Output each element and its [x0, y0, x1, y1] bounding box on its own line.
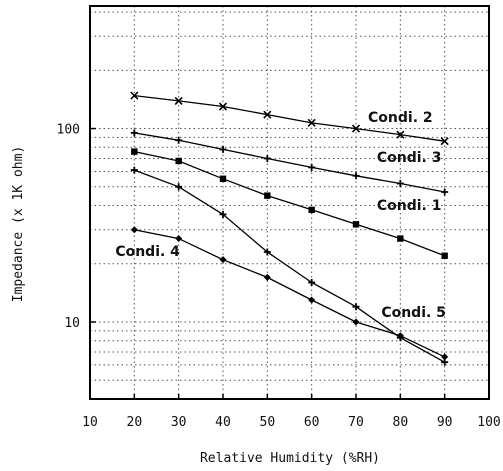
x-tick-label: 20	[127, 415, 143, 430]
data-point	[175, 157, 182, 165]
data-point	[131, 148, 138, 155]
series-line	[134, 150, 445, 257]
data-point	[441, 252, 448, 259]
x-tick-label: 60	[304, 415, 320, 430]
series-line	[134, 132, 445, 193]
data-point	[352, 221, 360, 228]
data-point	[175, 183, 183, 191]
x-tick-label: 50	[260, 415, 276, 430]
data-point	[219, 145, 227, 153]
data-point	[308, 206, 315, 214]
x-tick-label: 40	[215, 415, 231, 430]
x-tick-label: 80	[393, 415, 409, 430]
x-tick-label: 10	[82, 415, 98, 430]
series-label: Condi. 5	[381, 305, 446, 321]
data-point	[130, 226, 138, 234]
data-point	[219, 210, 227, 218]
series-line	[134, 94, 445, 142]
data-point	[352, 303, 360, 311]
data-point	[351, 124, 361, 133]
series-line	[134, 229, 445, 358]
data-point	[263, 273, 271, 281]
series-label: Condi. 1	[377, 198, 442, 214]
data-point	[219, 175, 227, 182]
series-label: Condi. 4	[115, 244, 180, 260]
data-point	[308, 279, 316, 287]
data-point	[441, 353, 449, 361]
series-markers	[130, 91, 449, 366]
data-point	[218, 102, 228, 111]
series-lines	[134, 94, 446, 363]
series-labels: Condi. 2 Condi. 3 Condi. 1 Condi. 4 Condi. 5	[115, 110, 446, 321]
data-point	[175, 136, 183, 144]
x-axis: 10 20 30 40 50 60 70 80 90 100	[82, 394, 501, 430]
series-label: Condi. 2	[368, 110, 433, 126]
y-axis: 10 100	[57, 123, 96, 331]
x-tick-label: 70	[348, 415, 364, 430]
data-point	[440, 137, 449, 146]
x-axis-title: Relative Humidity (%RH)	[200, 451, 380, 466]
data-point	[441, 188, 449, 196]
data-point	[264, 192, 271, 199]
data-point	[308, 296, 316, 304]
grid	[90, 6, 489, 399]
data-point	[263, 155, 271, 163]
y-axis-title: Impedance (x 1K ohm)	[11, 146, 26, 303]
y-tick-label: 10	[64, 316, 80, 331]
x-tick-label: 30	[171, 415, 187, 430]
series-label: Condi. 3	[377, 150, 442, 166]
x-tick-label: 100	[477, 415, 500, 430]
data-point	[308, 163, 316, 171]
data-point	[174, 96, 183, 105]
data-point	[396, 130, 405, 139]
data-point	[441, 358, 449, 366]
data-point	[307, 118, 316, 127]
data-point	[175, 235, 183, 243]
data-point	[219, 256, 227, 264]
plot-frame	[89, 5, 490, 400]
data-point	[130, 129, 138, 137]
data-point	[130, 91, 139, 100]
series-line	[134, 169, 446, 363]
data-point	[352, 172, 360, 180]
y-tick-label: 100	[57, 123, 80, 138]
x-tick-label: 90	[437, 415, 453, 430]
data-point	[396, 334, 404, 342]
data-point	[352, 318, 360, 326]
data-point	[263, 110, 272, 119]
data-point	[397, 235, 404, 242]
data-point	[130, 166, 138, 174]
data-point	[396, 179, 404, 187]
data-point	[263, 248, 271, 256]
